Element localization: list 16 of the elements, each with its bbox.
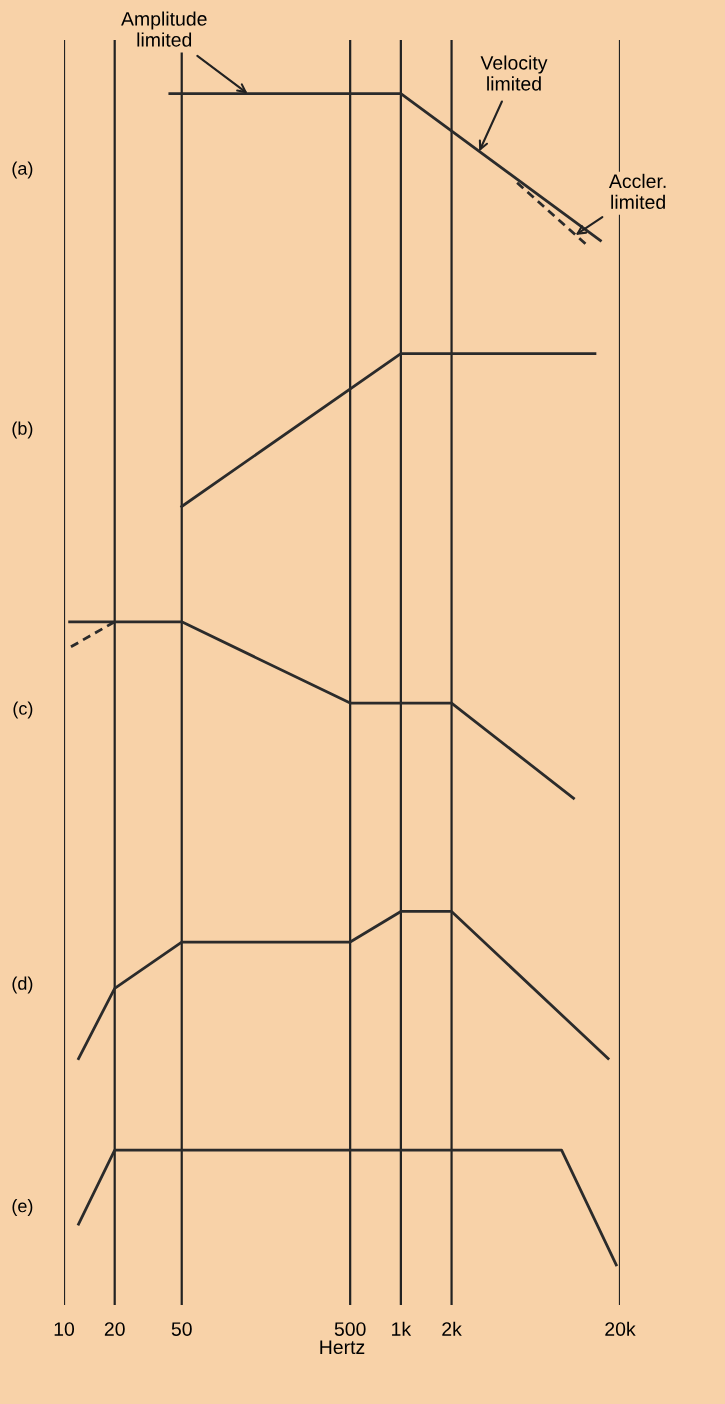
x-tick-label: 20 <box>104 1322 125 1336</box>
annotation: Amplitude limited <box>121 11 207 47</box>
x-tick-label: 1k <box>392 1321 412 1336</box>
x-tick-label: 20k <box>605 1321 636 1336</box>
x-tick-label: 2k <box>442 1321 462 1336</box>
x-tick-label: 10 <box>54 1322 75 1336</box>
text: (c) <box>13 701 33 719</box>
x-axis-title: Hertz <box>320 1340 365 1355</box>
text: (a) <box>12 161 33 179</box>
annotation: Accler. limited <box>608 173 666 210</box>
annotation: Velocity limited <box>480 55 548 91</box>
x-tick-label: 50 <box>171 1322 192 1336</box>
text: (d) <box>12 976 33 994</box>
text: (e) <box>12 1199 33 1216</box>
x-tick-label: 500 <box>334 1322 366 1336</box>
text: (b) <box>12 421 33 439</box>
